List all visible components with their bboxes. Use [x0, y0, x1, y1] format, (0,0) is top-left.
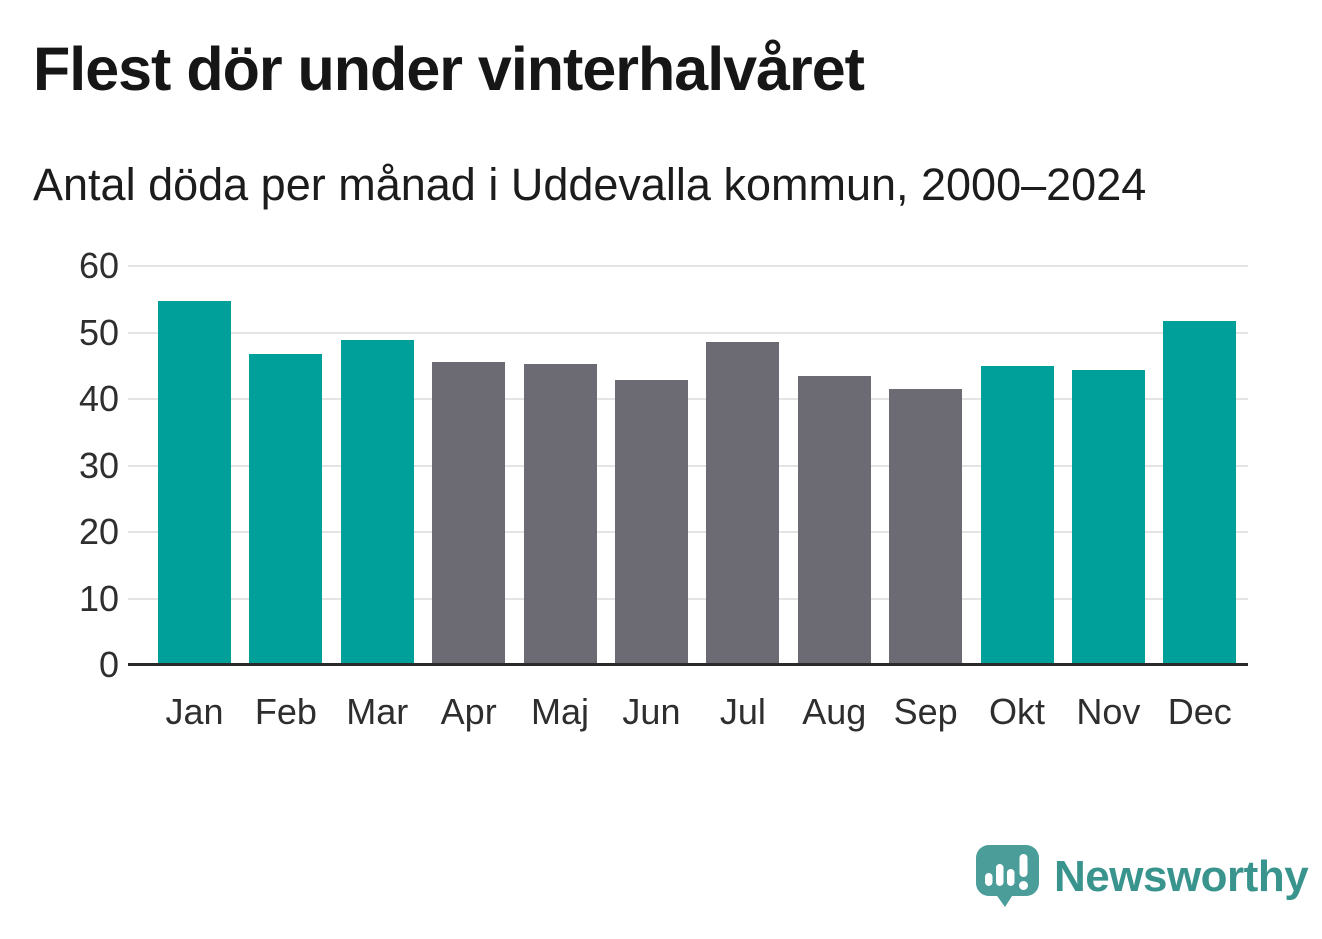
gridline-20	[128, 531, 1248, 533]
x-axis-label-apr: Apr	[440, 691, 497, 732]
bar-jan	[158, 300, 231, 665]
x-axis-line	[128, 663, 1248, 666]
bar-feb	[249, 353, 323, 665]
newsworthy-brand-text: Newsworthy	[1054, 851, 1309, 901]
bar-dec	[1163, 321, 1237, 665]
newsworthy-logo: Newsworthy	[976, 845, 1309, 908]
x-axis-label-dec: Dec	[1167, 691, 1232, 732]
y-axis-label-50: 50	[78, 311, 119, 353]
page-title: Flest dör under vinterhalvåret	[33, 35, 865, 103]
gridline-30	[128, 464, 1248, 467]
bar-chart: 0 10 20 30 40 50 60 Jan Feb Mar Apr Maj Jun Jul Aug Se…	[79, 248, 1248, 732]
x-axis-label-jul: Jul	[719, 691, 766, 732]
page-subtitle: Antal döda per månad i Uddevalla kommun,…	[33, 159, 1147, 210]
x-axis-label-nov: Nov	[1076, 691, 1141, 732]
gridline-50	[128, 331, 1248, 334]
y-axis-label-30: 30	[78, 444, 119, 486]
x-axis-label-sep: Sep	[893, 691, 958, 732]
x-axis-label-feb: Feb	[254, 691, 317, 732]
gridline-60	[128, 265, 1248, 267]
x-axis-labels: Jan Feb Mar Apr Maj Jun Jul Aug Sep Okt Nov Dec	[158, 691, 1236, 733]
y-axis-label-40: 40	[78, 378, 119, 419]
x-axis-label-aug: Aug	[802, 691, 867, 732]
bars-group	[158, 266, 1237, 665]
x-axis-label-maj: Maj	[531, 691, 590, 732]
bar-okt	[980, 366, 1054, 665]
bar-apr	[432, 362, 506, 665]
bar-aug	[797, 375, 871, 665]
gridline-10	[128, 597, 1248, 600]
y-axis-label-0: 0	[98, 644, 119, 685]
y-axis-label-10: 10	[78, 577, 119, 619]
x-axis-label-mar: Mar	[346, 691, 409, 732]
x-axis-label-jun: Jun	[622, 691, 681, 732]
x-axis-label-jan: Jan	[165, 691, 224, 732]
y-axis-label-20: 20	[78, 511, 119, 552]
bar-nov	[1071, 370, 1145, 665]
y-axis-label-60: 60	[78, 245, 119, 286]
bar-maj	[523, 363, 597, 665]
bar-jul	[706, 342, 780, 665]
gridline-40	[128, 398, 1248, 400]
newsworthy-logo-icon	[976, 845, 1039, 907]
bar-sep	[889, 389, 963, 665]
bar-mar	[340, 339, 414, 665]
bar-jun	[614, 379, 688, 665]
x-axis-label-okt: Okt	[989, 691, 1046, 732]
